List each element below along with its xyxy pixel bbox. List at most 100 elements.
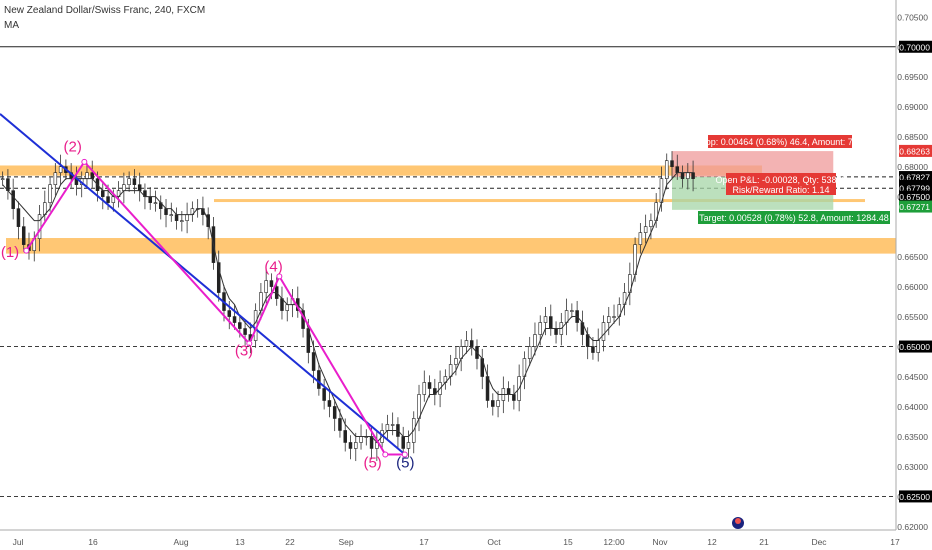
candle[interactable] [427,382,432,389]
wave-pivot-point[interactable] [276,273,283,280]
candle[interactable] [506,388,511,395]
candle[interactable] [111,196,116,203]
candle[interactable] [675,166,680,173]
candle[interactable] [390,424,395,426]
candle[interactable] [180,220,184,222]
candle[interactable] [137,184,142,191]
wave-pivot-point[interactable] [23,247,30,254]
candle[interactable] [496,400,500,407]
candle[interactable] [53,172,58,185]
candle[interactable] [327,400,332,407]
candle[interactable] [591,346,595,353]
candle[interactable] [174,214,179,221]
candle[interactable] [348,442,353,449]
symbol-title[interactable]: New Zealand Dollar/Swiss Franc, 240, FXC… [4,5,206,16]
support-resistance-zone[interactable] [6,238,896,254]
candle[interactable] [169,214,174,216]
candle[interactable] [216,262,221,293]
candle[interactable] [549,316,553,329]
candle[interactable] [343,430,347,443]
candle[interactable] [686,172,690,179]
wave-pivot-point[interactable] [81,158,88,165]
candle[interactable] [454,358,458,365]
candle[interactable] [238,322,242,329]
wave-label[interactable]: (3) [235,343,253,360]
candle[interactable] [691,172,695,179]
candle[interactable] [401,436,405,449]
candle[interactable] [0,178,5,180]
candle[interactable] [148,196,152,203]
wave-label[interactable]: (5) [363,455,381,472]
candle[interactable] [601,322,606,341]
candle[interactable] [406,442,411,449]
moving-average-line[interactable] [2,172,694,444]
candle[interactable] [90,172,94,179]
candle[interactable] [332,406,337,419]
candle[interactable] [638,232,643,245]
candle[interactable] [106,196,110,203]
indicator-label[interactable]: MA [4,20,19,31]
candle[interactable] [649,220,653,227]
candle[interactable] [11,190,15,209]
candle[interactable] [491,400,495,407]
candle[interactable] [37,214,42,239]
candle[interactable] [101,190,105,197]
candle[interactable] [338,418,342,431]
candle[interactable] [512,394,516,401]
support-resistance-zone[interactable] [0,165,762,176]
candle[interactable] [185,214,189,221]
candle[interactable] [464,340,469,347]
candle[interactable] [527,346,532,359]
candle[interactable] [132,178,137,185]
candle[interactable] [670,160,674,167]
candle[interactable] [469,340,474,347]
candle[interactable] [243,328,247,335]
candle[interactable] [533,334,537,347]
wave-pivot-point[interactable] [382,451,389,458]
candle[interactable] [164,208,168,215]
candle[interactable] [607,316,611,323]
candle[interactable] [153,202,158,204]
candle[interactable] [643,226,648,233]
candle[interactable] [264,280,268,293]
candle[interactable] [354,442,358,449]
price-badge[interactable] [899,340,932,353]
candle[interactable] [612,316,616,318]
candle[interactable] [570,310,574,312]
wave-label[interactable]: (2) [64,139,82,156]
stop-zone[interactable] [672,151,834,177]
candle[interactable] [554,328,558,335]
wave-pivot-point[interactable] [246,340,253,347]
candle[interactable] [285,304,289,311]
price-badge[interactable] [899,200,932,213]
candle[interactable] [596,340,600,353]
wave-label[interactable]: (5) [396,455,414,472]
candle[interactable] [48,184,52,203]
price-badge[interactable] [899,490,932,503]
price-badge[interactable] [899,144,932,157]
price-badge[interactable] [899,40,932,53]
candle[interactable] [385,424,390,431]
candle[interactable] [227,310,232,317]
candle[interactable] [16,208,21,227]
candle[interactable] [311,352,316,371]
candle[interactable] [417,394,421,419]
candle[interactable] [322,388,326,401]
candle[interactable] [127,178,131,185]
wave-pivot-point[interactable] [401,451,408,458]
candle[interactable] [664,160,669,179]
trend-line[interactable] [0,113,408,457]
candle[interactable] [122,184,126,191]
candle[interactable] [422,382,427,395]
elliott-wave-path[interactable] [25,160,405,456]
candle[interactable] [680,172,685,179]
candle[interactable] [543,316,548,323]
candle[interactable] [485,376,490,401]
wave-label[interactable]: (4) [264,259,282,276]
candle[interactable] [85,172,89,179]
price-badge[interactable] [899,190,932,203]
support-resistance-zone[interactable] [214,199,865,203]
candle[interactable] [21,226,26,245]
candle[interactable] [359,436,363,443]
